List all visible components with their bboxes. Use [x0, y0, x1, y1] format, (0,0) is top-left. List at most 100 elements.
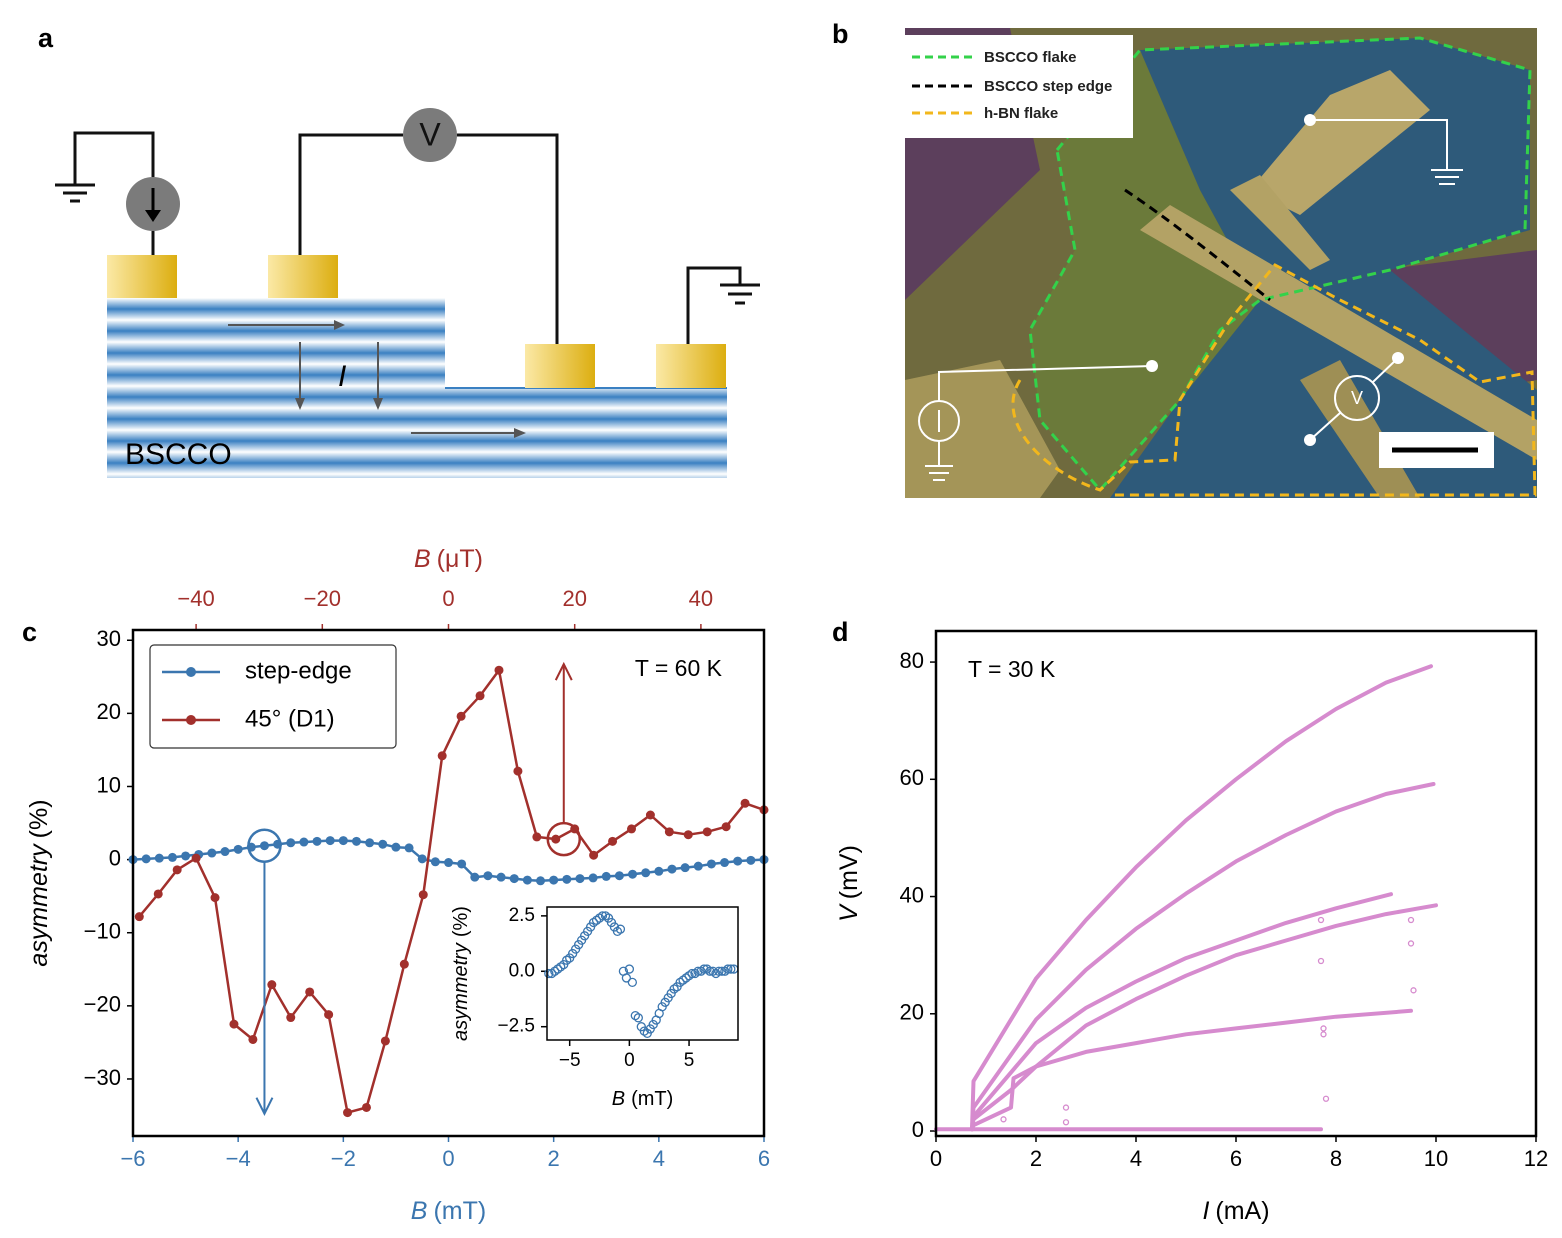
data-point [591, 915, 602, 925]
axis-label-symbol: V [835, 903, 863, 922]
data-point [494, 665, 504, 675]
data-point [588, 917, 599, 928]
data-point [259, 841, 269, 851]
data-point [229, 1019, 239, 1029]
y-tick-label: 0 [109, 845, 121, 870]
data-point [418, 890, 428, 900]
data-point [154, 853, 164, 863]
electrode [905, 360, 1060, 498]
data-point [1410, 987, 1417, 994]
x-tick-label: −5 [559, 1050, 581, 1071]
data-point [444, 858, 453, 868]
y-tick-label: −2.5 [497, 1016, 535, 1037]
x-tick-label: −4 [226, 1146, 251, 1171]
x-tick-label: 5 [684, 1050, 695, 1071]
data-point [522, 875, 532, 885]
contact [268, 255, 338, 298]
axis-label-unit: (μT) [437, 545, 483, 573]
current-arrows [228, 320, 526, 438]
data-point [627, 977, 638, 988]
data-point [404, 843, 414, 853]
bscco-upper [107, 298, 445, 478]
data-point [267, 980, 277, 990]
data-point [305, 987, 315, 997]
data-point [612, 926, 623, 937]
x-tick-label: 0 [442, 1146, 454, 1171]
data-point [325, 836, 335, 846]
axis-label: asymmetry (%) [25, 799, 53, 966]
axis-label: I (mA) [1202, 1197, 1269, 1225]
y-tick-label: 20 [97, 699, 121, 724]
data-point [696, 966, 706, 976]
annotation: T = 30 K [968, 656, 1056, 682]
axis-label: asymmetry (%) [450, 906, 472, 1041]
axis-label-unit: (%) [450, 906, 472, 937]
x-tick-label: 0 [930, 1146, 942, 1171]
data-point [562, 955, 572, 965]
schematic: V I BSCCO [55, 108, 760, 478]
y-tick-label: 0 [912, 1117, 924, 1142]
data-point [532, 832, 542, 842]
legend-label: step-edge [245, 657, 352, 684]
legend-marker [186, 667, 196, 677]
data-point [191, 853, 201, 863]
data-point [597, 911, 608, 921]
data-point [708, 966, 718, 976]
data-point [628, 869, 638, 879]
series-line [970, 1008, 1413, 1132]
x-tick-label: −2 [331, 1146, 356, 1171]
data-point [600, 911, 611, 921]
axis-label-symbol: B [411, 1197, 428, 1225]
data-point [536, 876, 546, 886]
data-point [380, 1036, 390, 1046]
data-point [553, 964, 563, 974]
data-point [496, 872, 506, 882]
panel-label: a [38, 23, 54, 53]
data-point [399, 959, 409, 969]
axis-label: V (mV) [835, 845, 863, 922]
x2-tick-label: 20 [562, 586, 586, 611]
data-point [513, 766, 523, 776]
data-point [1062, 1119, 1070, 1126]
data-point [702, 964, 712, 974]
data-point [338, 836, 348, 846]
data-point [645, 810, 655, 820]
axis-label-symbol: B [612, 1088, 625, 1110]
axis-label: B (mT) [411, 1197, 486, 1225]
data-point [720, 966, 730, 976]
series-line [970, 892, 1393, 1132]
y-tick-label: −20 [84, 992, 121, 1017]
x2-tick-label: 40 [689, 586, 713, 611]
legend-label: h-BN flake [984, 105, 1058, 122]
voltmeter-label: V [419, 116, 441, 152]
data-point [324, 1010, 334, 1020]
data-point [1320, 1031, 1327, 1038]
data-point [680, 863, 690, 873]
x-tick-label: 6 [1230, 1146, 1242, 1171]
data-point [248, 1034, 258, 1044]
substrate-region [1380, 250, 1537, 390]
panel-label: c [22, 617, 37, 647]
data-point [588, 873, 598, 883]
data-point [654, 866, 664, 876]
electrode [1140, 205, 1537, 460]
data-point [723, 964, 733, 974]
data-point [134, 912, 144, 922]
data-point [378, 839, 388, 849]
data-point [615, 924, 626, 934]
axis-label: B (mT) [612, 1088, 674, 1110]
data-point [667, 864, 677, 874]
data-point [1317, 957, 1325, 965]
contact [656, 344, 726, 388]
data-point [683, 830, 693, 840]
data-point [699, 964, 709, 974]
data-point [633, 1013, 643, 1023]
data-point [457, 859, 467, 869]
contact [525, 344, 595, 388]
data-point [475, 691, 485, 701]
data-point [693, 966, 703, 976]
x-tick-label: 0 [624, 1050, 635, 1071]
data-point [299, 837, 309, 847]
x-tick-label: −6 [120, 1146, 145, 1171]
electrode [1230, 175, 1330, 270]
